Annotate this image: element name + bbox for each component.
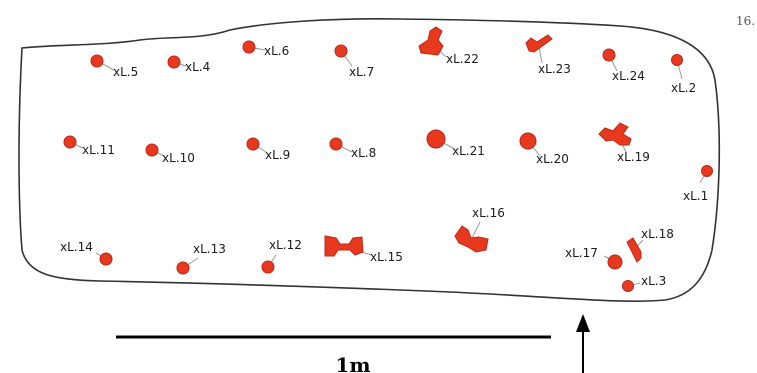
feature-xL-22: xL.22 bbox=[418, 26, 479, 66]
feature-marker bbox=[607, 254, 623, 270]
feature-xL-2: xL.2 bbox=[671, 54, 696, 95]
feature-label: xL.19 bbox=[617, 150, 650, 164]
feature-xL-1: xL.1 bbox=[683, 165, 713, 203]
features-layer: xL.1 xL.2 xL.3 xL.4 xL.5 xL.6 xL.7 xL.8 xL.9 xL.1… bbox=[60, 26, 713, 292]
feature-marker bbox=[324, 235, 364, 257]
feature-xL-14: xL.14 bbox=[60, 240, 113, 266]
feature-xL-16: xL.16 bbox=[454, 206, 505, 253]
feature-marker bbox=[454, 225, 489, 253]
feature-xL-18: xL.18 bbox=[626, 227, 674, 263]
feature-xL-11: xL.11 bbox=[63, 135, 115, 157]
feature-label: xL.16 bbox=[472, 206, 505, 220]
feature-xL-9: xL.9 bbox=[246, 137, 290, 162]
feature-marker bbox=[246, 137, 260, 151]
feature-marker bbox=[426, 129, 446, 149]
feature-label: xL.12 bbox=[269, 238, 302, 252]
north-arrow-icon bbox=[576, 314, 590, 373]
feature-marker bbox=[242, 40, 256, 54]
feature-marker bbox=[329, 137, 343, 151]
feature-label: xL.6 bbox=[264, 44, 289, 58]
feature-label: xL.4 bbox=[185, 60, 210, 74]
feature-marker bbox=[334, 44, 348, 58]
feature-xL-4: xL.4 bbox=[167, 55, 210, 74]
feature-marker bbox=[602, 48, 616, 62]
feature-marker bbox=[622, 280, 634, 292]
feature-xL-15: xL.15 bbox=[324, 235, 403, 264]
feature-xL-23: xL.23 bbox=[525, 34, 571, 76]
feature-label: xL.17 bbox=[565, 246, 598, 260]
feature-marker bbox=[176, 261, 190, 275]
feature-marker bbox=[63, 135, 77, 149]
scale-bar-label: 1m bbox=[335, 353, 370, 373]
feature-marker bbox=[99, 252, 113, 266]
feature-xL-10: xL.10 bbox=[145, 143, 195, 165]
feature-label: xL.20 bbox=[536, 152, 569, 166]
feature-xL-6: xL.6 bbox=[242, 40, 289, 58]
feature-xL-7: xL.7 bbox=[334, 44, 374, 79]
feature-label: xL.7 bbox=[349, 65, 374, 79]
feature-label: xL.5 bbox=[113, 65, 138, 79]
feature-label: xL.2 bbox=[671, 81, 696, 95]
feature-label: xL.21 bbox=[452, 144, 485, 158]
feature-label: xL.8 bbox=[351, 146, 376, 160]
feature-xL-17: xL.17 bbox=[565, 246, 623, 270]
feature-label: xL.22 bbox=[446, 52, 479, 66]
feature-label: xL.3 bbox=[641, 274, 666, 288]
feature-label: xL.10 bbox=[162, 151, 195, 165]
feature-marker bbox=[418, 26, 444, 56]
leader-line bbox=[471, 221, 481, 239]
feature-label: xL.13 bbox=[193, 242, 226, 256]
feature-label: xL.11 bbox=[82, 143, 115, 157]
feature-marker bbox=[261, 260, 275, 274]
feature-marker bbox=[598, 122, 632, 146]
feature-marker bbox=[626, 237, 642, 263]
feature-xL-13: xL.13 bbox=[176, 242, 226, 275]
feature-marker bbox=[701, 165, 713, 177]
feature-marker bbox=[671, 54, 683, 66]
feature-label: xL.9 bbox=[265, 148, 290, 162]
feature-xL-20: xL.20 bbox=[519, 132, 569, 166]
feature-label: xL.23 bbox=[538, 62, 571, 76]
feature-label: xL.14 bbox=[60, 240, 93, 254]
feature-xL-8: xL.8 bbox=[329, 137, 376, 160]
scale-bar: 1m bbox=[116, 335, 551, 373]
feature-label: xL.18 bbox=[641, 227, 674, 241]
feature-marker bbox=[525, 34, 553, 53]
feature-xL-12: xL.12 bbox=[261, 238, 302, 274]
feature-marker bbox=[90, 54, 104, 68]
feature-label: xL.1 bbox=[683, 189, 708, 203]
feature-label: xL.24 bbox=[612, 69, 645, 83]
feature-xL-19: xL.19 bbox=[598, 122, 650, 164]
feature-xL-21: xL.21 bbox=[426, 129, 485, 158]
feature-xL-3: xL.3 bbox=[622, 274, 666, 292]
feature-label: xL.15 bbox=[370, 250, 403, 264]
feature-xL-24: xL.24 bbox=[602, 48, 645, 83]
feature-marker bbox=[145, 143, 159, 157]
feature-xL-5: xL.5 bbox=[90, 54, 138, 79]
slab-outline bbox=[18, 18, 721, 302]
feature-marker bbox=[167, 55, 181, 69]
feature-marker bbox=[519, 132, 537, 150]
page-number: 16. bbox=[736, 14, 755, 28]
